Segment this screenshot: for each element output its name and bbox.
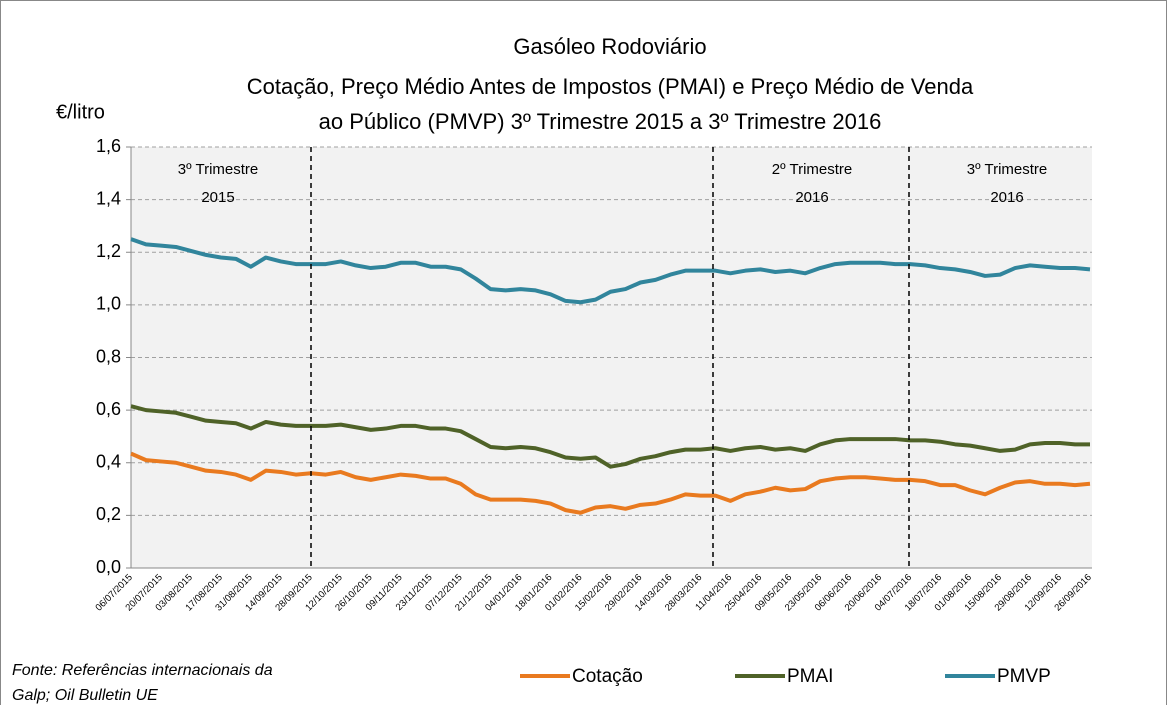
series-line bbox=[130, 451, 1091, 515]
chart-title: Gasóleo Rodoviário bbox=[513, 34, 706, 59]
legend-label: Cotação bbox=[572, 666, 643, 687]
annotation: 2016 bbox=[795, 189, 828, 206]
annotation: 2016 bbox=[990, 189, 1023, 206]
series-line bbox=[130, 237, 1091, 305]
annotation: 2015 bbox=[201, 189, 234, 206]
annotation: 3º Trimestre bbox=[178, 161, 259, 178]
y-tick-label: 0,6 bbox=[96, 399, 121, 419]
y-tick-label: 0,4 bbox=[96, 452, 121, 472]
series-line bbox=[130, 404, 1090, 469]
y-axis-label: €/litro bbox=[56, 101, 105, 123]
source-note: Galp; Oil Bulletin UE bbox=[12, 687, 158, 704]
y-tick-label: 0,0 bbox=[96, 557, 121, 577]
y-tick-label: 1,4 bbox=[96, 188, 121, 208]
chart-title: ao Público (PMVP) 3º Trimestre 2015 a 3º… bbox=[319, 109, 882, 134]
y-tick-label: 1,0 bbox=[96, 294, 121, 314]
annotation: 3º Trimestre bbox=[967, 161, 1048, 178]
y-tick-label: 0,8 bbox=[96, 346, 121, 366]
y-tick-label: 1,6 bbox=[96, 136, 121, 156]
legend-label: PMVP bbox=[997, 666, 1051, 687]
source-note: Fonte: Referências internacionais da bbox=[12, 662, 273, 679]
legend-label: PMAI bbox=[787, 666, 833, 687]
annotation: 2º Trimestre bbox=[772, 161, 853, 178]
y-tick-label: 0,2 bbox=[96, 504, 121, 524]
y-tick-label: 1,2 bbox=[96, 241, 121, 261]
chart-title: Cotação, Preço Médio Antes de Impostos (… bbox=[247, 74, 974, 99]
